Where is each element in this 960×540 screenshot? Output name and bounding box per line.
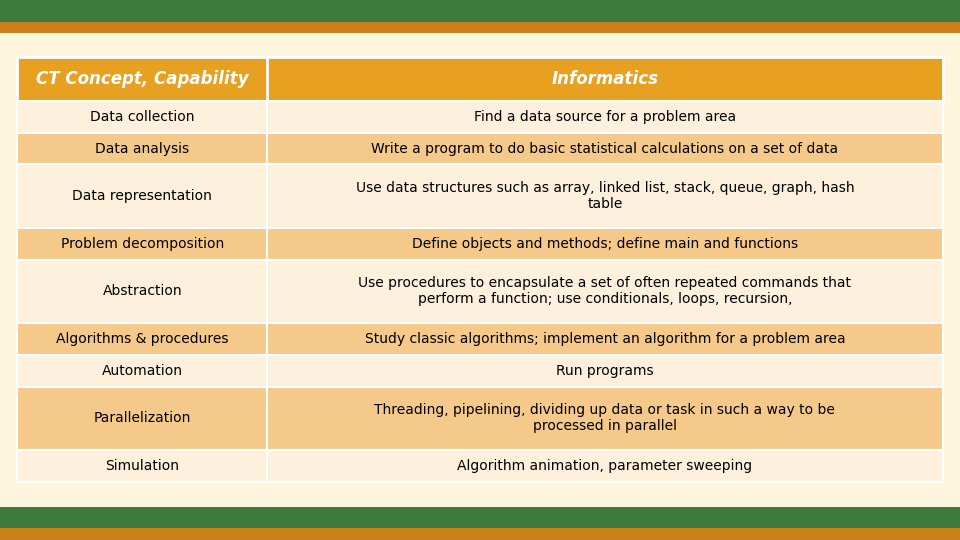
Bar <box>0 0 960 22</box>
Bar <box>17 133 267 164</box>
Text: Write a program to do basic statistical calculations on a set of data: Write a program to do basic statistical … <box>372 141 838 156</box>
Bar <box>267 323 943 355</box>
Bar <box>17 260 267 323</box>
Bar <box>267 450 943 482</box>
Bar <box>267 164 943 228</box>
Text: Use data structures such as array, linked list, stack, queue, graph, hash
table: Use data structures such as array, linke… <box>355 181 854 211</box>
Text: Informatics: Informatics <box>551 70 659 88</box>
Text: Data collection: Data collection <box>90 110 195 124</box>
Bar <box>0 507 960 528</box>
Bar <box>17 164 267 228</box>
Text: Threading, pipelining, dividing up data or task in such a way to be
processed in: Threading, pipelining, dividing up data … <box>374 403 835 433</box>
Text: Use procedures to encapsulate a set of often repeated commands that
perform a fu: Use procedures to encapsulate a set of o… <box>358 276 852 306</box>
Bar <box>267 355 943 387</box>
Text: Algorithm animation, parameter sweeping: Algorithm animation, parameter sweeping <box>457 459 753 473</box>
Text: Study classic algorithms; implement an algorithm for a problem area: Study classic algorithms; implement an a… <box>365 332 845 346</box>
Text: Abstraction: Abstraction <box>103 285 182 298</box>
Text: Find a data source for a problem area: Find a data source for a problem area <box>474 110 736 124</box>
Text: CT Concept, Capability: CT Concept, Capability <box>36 70 249 88</box>
Bar <box>17 57 943 101</box>
Bar <box>17 101 267 133</box>
Bar <box>17 450 267 482</box>
Text: Define objects and methods; define main and functions: Define objects and methods; define main … <box>412 237 798 251</box>
Text: Parallelization: Parallelization <box>93 411 191 425</box>
Bar <box>267 228 943 260</box>
Text: Simulation: Simulation <box>106 459 180 473</box>
Text: Data representation: Data representation <box>72 189 212 203</box>
Text: Data analysis: Data analysis <box>95 141 189 156</box>
Bar <box>0 528 960 540</box>
Bar <box>17 323 267 355</box>
Text: Run programs: Run programs <box>556 363 654 377</box>
Bar <box>0 22 960 33</box>
Bar <box>267 387 943 450</box>
Bar <box>17 355 267 387</box>
Bar <box>267 101 943 133</box>
Bar <box>267 133 943 164</box>
Bar <box>267 260 943 323</box>
Bar <box>17 228 267 260</box>
Text: Automation: Automation <box>102 363 182 377</box>
Bar <box>17 387 267 450</box>
Text: Algorithms & procedures: Algorithms & procedures <box>56 332 228 346</box>
Text: Problem decomposition: Problem decomposition <box>60 237 224 251</box>
